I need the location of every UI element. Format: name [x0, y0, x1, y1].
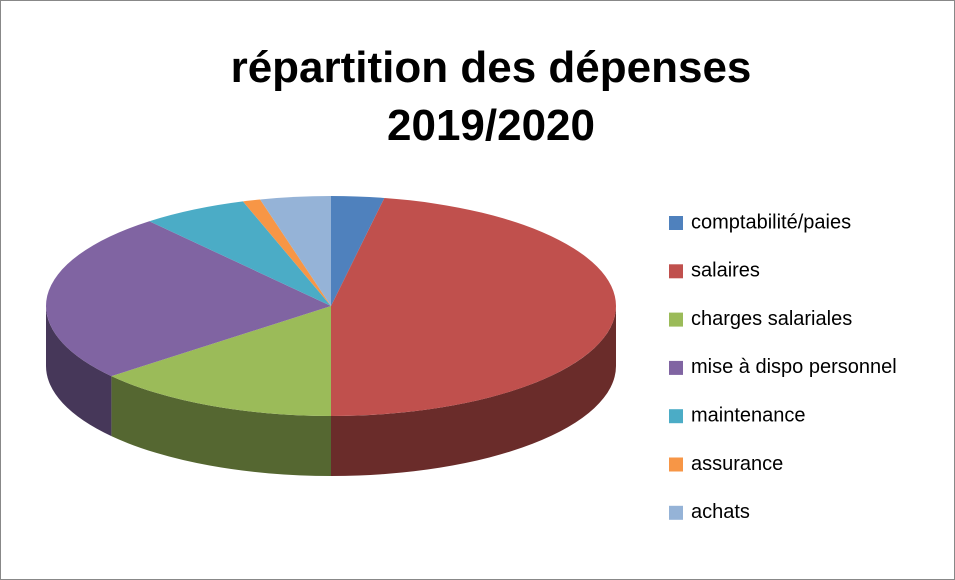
slice-side	[111, 376, 332, 476]
legend-swatch	[669, 216, 683, 230]
slice	[260, 196, 331, 306]
slice-side	[331, 306, 616, 476]
legend-label: maintenance	[691, 404, 806, 426]
pie-tops	[45, 196, 616, 417]
slice	[149, 201, 331, 306]
slice	[331, 196, 385, 306]
legend-swatch	[669, 360, 683, 375]
legend-label: mise à dispo personnel	[691, 356, 897, 378]
slice	[242, 199, 331, 306]
slice	[45, 221, 331, 377]
legend-swatch	[669, 505, 683, 520]
chart-title: répartition des dépenses 2019/2020	[230, 43, 752, 150]
legend-label: comptabilité/paies	[691, 211, 851, 233]
legend-swatch	[669, 264, 683, 279]
legend-label: charges salariales	[691, 308, 852, 330]
legend-label: assurance	[691, 453, 783, 475]
legend-label: salaires	[691, 260, 760, 282]
legend-swatch	[669, 409, 683, 424]
slice-side	[46, 306, 112, 437]
slice	[331, 197, 616, 417]
slice	[111, 306, 332, 416]
pie-sides	[46, 306, 616, 476]
legend-swatch	[669, 457, 683, 472]
legend-swatch	[669, 312, 683, 327]
legend-label: achats	[691, 501, 750, 523]
